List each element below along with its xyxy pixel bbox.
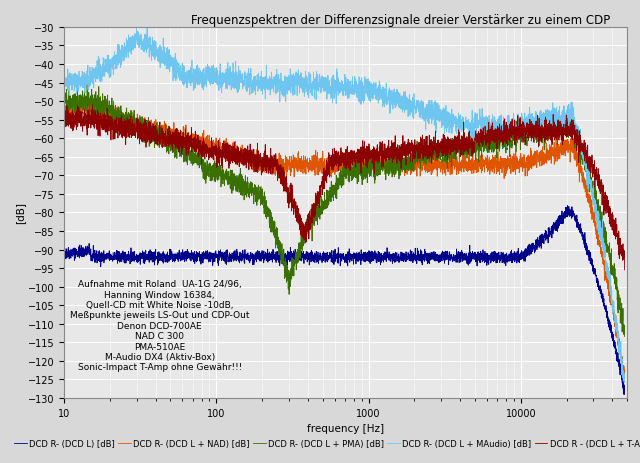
DCD R- (DCD L + NAD) [dB] [296, 163, 303, 169]
DCD R- (DCD L) [dB] [620, 392, 628, 398]
DCD R- (DCD L + MAudio) [dB] [575, 142, 583, 147]
DCD R- (DCD L) [dB] [300, 261, 308, 267]
DCD R- (DCD L + PMA) [dB] [604, 245, 611, 250]
DCD R- (DCD L) [dB] [326, 253, 334, 258]
Line: DCD R- (DCD L + NAD) [dB]: DCD R- (DCD L + NAD) [dB] [64, 97, 625, 382]
Text: Frequenzspektren der Differenzsignale dreier Verstärker zu einem CDP: Frequenzspektren der Differenzsignale dr… [191, 13, 611, 26]
DCD R- (DCD L) [dB] [604, 313, 611, 318]
DCD R- (DCD L) [dB] [621, 387, 628, 393]
DCD R- (DCD L + PMA) [dB] [467, 149, 475, 155]
DCD R - (DCD L + T-Amp) [dB] [60, 113, 68, 118]
Line: DCD R - (DCD L + T-Amp) [dB]: DCD R - (DCD L + T-Amp) [dB] [64, 106, 625, 270]
DCD R- (DCD L + NAD) [dB] [300, 160, 308, 166]
DCD R- (DCD L + MAudio) [dB] [296, 80, 303, 85]
DCD R- (DCD L + NAD) [dB] [67, 94, 74, 100]
DCD R- (DCD L + MAudio) [dB] [621, 377, 628, 383]
DCD R - (DCD L + T-Amp) [dB] [300, 237, 308, 243]
Legend: DCD R- (DCD L) [dB], DCD R- (DCD L + NAD) [dB], DCD R- (DCD L + PMA) [dB], DCD R: DCD R- (DCD L) [dB], DCD R- (DCD L + NAD… [11, 436, 640, 451]
DCD R- (DCD L + MAudio) [dB] [620, 380, 628, 386]
DCD R- (DCD L + MAudio) [dB] [326, 86, 334, 91]
DCD R- (DCD L + PMA) [dB] [83, 82, 91, 88]
Text: Aufnahme mit Roland  UA-1G 24/96,
Hanning Window 16384,
Quell-CD mit White Noise: Aufnahme mit Roland UA-1G 24/96, Hanning… [70, 280, 250, 372]
DCD R- (DCD L + PMA) [dB] [575, 149, 583, 155]
DCD R- (DCD L + MAudio) [dB] [60, 74, 68, 80]
DCD R- (DCD L + MAudio) [dB] [604, 269, 611, 275]
DCD R- (DCD L) [dB] [60, 250, 68, 255]
DCD R- (DCD L + MAudio) [dB] [467, 123, 475, 128]
X-axis label: frequency [Hz]: frequency [Hz] [307, 423, 384, 433]
DCD R - (DCD L + T-Amp) [dB] [326, 160, 334, 166]
DCD R- (DCD L + NAD) [dB] [326, 173, 334, 179]
Line: DCD R- (DCD L + PMA) [dB]: DCD R- (DCD L + PMA) [dB] [64, 85, 625, 337]
DCD R- (DCD L + PMA) [dB] [296, 255, 303, 261]
DCD R- (DCD L + PMA) [dB] [60, 99, 68, 105]
DCD R- (DCD L + NAD) [dB] [60, 110, 68, 116]
DCD R- (DCD L + NAD) [dB] [604, 277, 611, 283]
DCD R - (DCD L + T-Amp) [dB] [296, 220, 303, 226]
DCD R - (DCD L + T-Amp) [dB] [621, 267, 628, 273]
DCD R- (DCD L + NAD) [dB] [620, 379, 628, 384]
DCD R- (DCD L) [dB] [296, 253, 303, 259]
DCD R- (DCD L + MAudio) [dB] [300, 85, 308, 91]
Line: DCD R- (DCD L) [dB]: DCD R- (DCD L) [dB] [64, 206, 625, 395]
DCD R- (DCD L + PMA) [dB] [621, 334, 628, 339]
DCD R- (DCD L) [dB] [467, 252, 475, 258]
DCD R- (DCD L + PMA) [dB] [300, 236, 308, 241]
Line: DCD R- (DCD L + MAudio) [dB]: DCD R- (DCD L + MAudio) [dB] [64, 27, 625, 383]
DCD R- (DCD L) [dB] [575, 222, 583, 228]
DCD R- (DCD L + NAD) [dB] [467, 167, 475, 173]
DCD R- (DCD L) [dB] [564, 203, 572, 209]
DCD R - (DCD L + T-Amp) [dB] [88, 103, 96, 108]
Y-axis label: [dB]: [dB] [15, 202, 25, 224]
DCD R- (DCD L + MAudio) [dB] [132, 25, 140, 30]
DCD R - (DCD L + T-Amp) [dB] [467, 149, 475, 154]
DCD R - (DCD L + T-Amp) [dB] [604, 199, 611, 205]
DCD R- (DCD L + NAD) [dB] [575, 167, 583, 173]
DCD R - (DCD L + T-Amp) [dB] [575, 140, 583, 145]
DCD R- (DCD L + PMA) [dB] [326, 191, 334, 197]
DCD R- (DCD L + NAD) [dB] [621, 368, 628, 373]
